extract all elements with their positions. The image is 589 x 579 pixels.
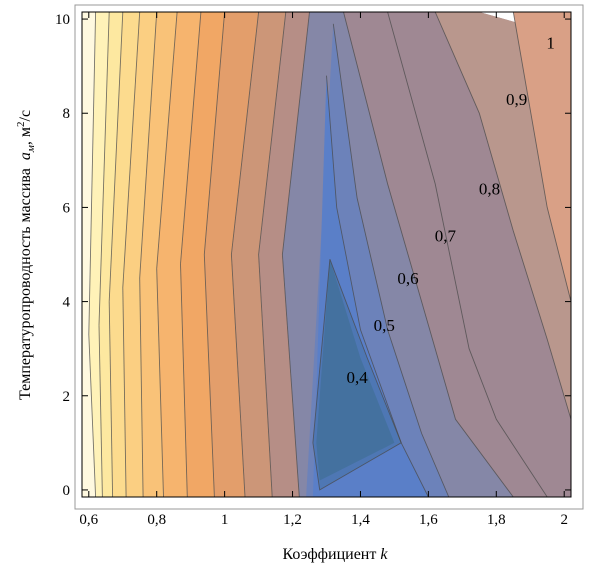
x-tick-label-4: 1,4 [351, 512, 370, 528]
contour-line-21 [281, 254, 300, 497]
contour-line-7 [203, 12, 226, 255]
contour-line-3 [122, 12, 141, 288]
x-tick-label-5: 1,6 [419, 512, 438, 528]
y-axis-label-subscript: м [25, 145, 37, 153]
contour-bands [82, 12, 571, 497]
y-axis-label-unit-sup: 2 [15, 122, 27, 128]
x-axis-ticks: 0,6 0,8 1 1,2 1,4 1,6 1,8 2 [79, 12, 568, 528]
contour-line-20 [258, 254, 273, 497]
y-axis-label-symbol: a [17, 152, 34, 160]
contour-line-12 [98, 325, 103, 497]
contour-line-24 [326, 75, 429, 497]
contour-line-15 [139, 277, 144, 497]
contour-band-10 [258, 12, 310, 497]
x-axis-label-text: Коэффициент [283, 546, 377, 563]
y-tick-label-4: 8 [63, 106, 71, 122]
contour-line-5 [156, 12, 178, 269]
x-tick-label-2: 1 [221, 512, 229, 528]
plot-frame [81, 11, 572, 498]
x-tick-label-6: 1,8 [487, 512, 506, 528]
contour-labels: 0,4 0,5 0,6 0,7 0,8 0,9 1 [346, 34, 554, 387]
contour-band-13 [513, 12, 571, 302]
contour-label-6: 1 [546, 34, 555, 53]
contour-band-0 [82, 12, 96, 497]
x-tick-label-7: 2 [560, 512, 568, 528]
contour-label-0: 0,4 [346, 368, 368, 387]
y-axis-label: Температуропроводность массива aм, м2/с [15, 110, 37, 400]
contour-line-11 [88, 334, 97, 497]
contour-line-25 [312, 259, 402, 491]
x-axis-label-symbol: k [380, 546, 388, 563]
y-tick-label-2: 4 [63, 295, 71, 311]
contour-band-4 [122, 12, 157, 497]
x-axis-label: Коэффициент k [283, 546, 389, 563]
contour-label-3: 0,7 [435, 227, 457, 246]
contour-line-27 [434, 12, 571, 420]
y-tick-label-5: 10 [55, 12, 70, 28]
contour-line-2 [108, 12, 124, 302]
contour-line-6 [180, 12, 202, 264]
y-axis-label-text: Температуропроводность массива [17, 168, 34, 400]
contour-line-9 [258, 12, 287, 255]
outer-frame [74, 4, 584, 510]
contour-label-1: 0,5 [374, 316, 395, 335]
contour-line-28 [512, 12, 571, 302]
contour-band-18 [316, 259, 395, 481]
contour-line-10 [281, 12, 310, 255]
contour-line-13 [108, 301, 114, 497]
y-tick-label-3: 6 [63, 200, 71, 216]
contour-line-17 [180, 263, 188, 497]
contour-line-1 [98, 12, 110, 326]
contour-line-4 [139, 12, 158, 279]
contour-lines [88, 12, 571, 497]
y-axis-label-unit: , м [17, 127, 34, 145]
contour-label-5: 0,9 [506, 90, 527, 109]
contour-line-26 [387, 12, 548, 497]
contour-line-8 [230, 12, 260, 255]
x-tick-label-0: 0,6 [79, 512, 98, 528]
contour-band-1 [88, 12, 110, 497]
contour-label-4: 0,8 [479, 180, 500, 199]
x-tick-label-1: 0,8 [147, 512, 166, 528]
contour-label-2: 0,6 [397, 269, 418, 288]
contour-line-18 [203, 254, 215, 497]
contour-line-16 [156, 268, 164, 497]
y-axis-ticks: 0 2 4 6 8 10 [55, 12, 571, 499]
x-tick-label-3: 1,2 [283, 512, 302, 528]
y-axis-label-unit-tail: /с [17, 110, 34, 122]
contour-line-14 [122, 287, 127, 497]
contour-line-19 [230, 254, 246, 497]
y-tick-label-0: 0 [63, 483, 71, 499]
contour-line-0 [88, 12, 97, 335]
contour-band-8 [204, 12, 259, 497]
contour-line-23 [332, 23, 450, 497]
y-tick-label-1: 2 [63, 389, 71, 405]
contour-line-22 [343, 12, 514, 497]
